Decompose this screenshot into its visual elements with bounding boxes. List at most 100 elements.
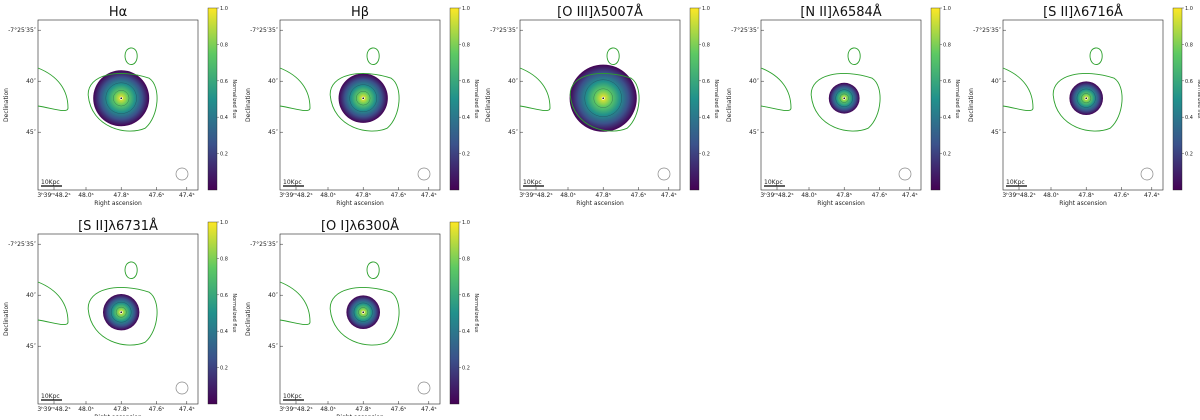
- colorbar-tick-label: 0.6: [220, 293, 228, 299]
- flux-contour: [353, 302, 373, 322]
- colorbar-label: Normalized flux: [231, 293, 237, 332]
- x-tick-label: 47.4ˢ: [421, 406, 437, 413]
- map-panel: [O I]λ6300Å 10Kpc 3ʰ39ᵐ48.2ˢ 48.0ˢ 47.8ˢ 47.6…: [245, 218, 479, 420]
- y-axis-label: Declination: [726, 88, 733, 122]
- x-tick-label: 47.4ˢ: [1144, 192, 1160, 199]
- map-panel: [S II]λ6716Å 10Kpc 3ʰ39ᵐ48.2ˢ 48.0ˢ 47.8ˢ 47.…: [968, 4, 1200, 207]
- beam-circle: [1140, 167, 1154, 181]
- colorbar-label: Normalized flux: [1196, 79, 1200, 118]
- flux-contour: [115, 306, 127, 318]
- x-tick-label: 47.4ˢ: [179, 406, 195, 413]
- y-tick-label: 40″: [26, 292, 37, 299]
- colorbar-tick-label: 0.4: [462, 115, 470, 121]
- map-panel: [O III]λ5007Å 10Kpc 3ʰ39ᵐ48.2ˢ 48.0ˢ 47.8ˢ 47…: [485, 4, 719, 207]
- y-tick-label: -7°25′35″: [8, 27, 37, 34]
- flux-contour: [593, 88, 613, 108]
- flux-contour: [1081, 93, 1092, 104]
- x-tick-label: 47.6ˢ: [631, 192, 647, 199]
- x-tick-label: 48.0ˢ: [320, 192, 336, 199]
- edge-contour: [279, 281, 311, 325]
- colorbar-tick-label: 0.6: [220, 79, 228, 85]
- colorbar-tick-label: 1.0: [702, 6, 710, 12]
- companion-contour: [124, 47, 138, 65]
- map-panel: [N II]λ6584Å 10Kpc 3ʰ39ᵐ48.2ˢ 48.0ˢ 47.8ˢ 47.…: [726, 4, 960, 207]
- y-tick-label: -7°25′35″: [250, 27, 279, 34]
- x-tick-label: 47.8ˢ: [1078, 192, 1094, 199]
- scale-bar-label: 10Kpc: [523, 179, 542, 186]
- peak-marker-dot: [120, 311, 122, 314]
- flux-contour: [113, 90, 130, 107]
- y-tick-label: -7°25′35″: [973, 27, 1002, 34]
- x-tick-label: 47.6ˢ: [872, 192, 888, 199]
- colorbar-tick-label: 0.6: [702, 79, 710, 85]
- colorbar-tick-label: 1.0: [462, 6, 470, 12]
- colorbar-tick-label: 0.2: [943, 152, 951, 158]
- panel-title: [N II]λ6584Å: [800, 4, 881, 20]
- colorbar-tick-label: 0.4: [702, 115, 710, 121]
- colorbar: [207, 221, 218, 405]
- colorbar-tick-label: 0.8: [702, 42, 710, 48]
- x-axis-label: Right ascension: [817, 200, 865, 207]
- beam-circle: [898, 167, 912, 181]
- galaxy-contour: [329, 73, 400, 132]
- colorbar-tick-label: 0.6: [462, 293, 470, 299]
- edge-contour: [37, 281, 69, 325]
- panel-title: [O I]λ6300Å: [321, 218, 399, 234]
- x-tick-label: 47.6ˢ: [1114, 192, 1130, 199]
- colorbar-tick-label: 0.8: [220, 42, 228, 48]
- peak-marker-dot: [362, 311, 365, 314]
- x-tick-label: 3ʰ39ᵐ48.2ˢ: [37, 192, 70, 199]
- colorbar: [449, 7, 460, 191]
- x-tick-label: 47.8ˢ: [355, 406, 371, 413]
- y-tick-label: -7°25′35″: [731, 27, 760, 34]
- beam-circle: [657, 167, 671, 181]
- y-axis-label: Declination: [485, 88, 492, 122]
- edge-contour: [37, 67, 69, 111]
- y-tick-label: 40″: [749, 78, 760, 85]
- scale-bar-label: 10Kpc: [41, 179, 60, 186]
- x-tick-label: 3ʰ39ᵐ48.2ˢ: [1002, 192, 1035, 199]
- colorbar: [689, 7, 700, 191]
- panel-title: [S II]λ6716Å: [1043, 4, 1123, 20]
- y-tick-label: 45″: [508, 129, 519, 136]
- colorbar-tick-label: 1.0: [220, 220, 228, 226]
- colorbar-tick-label: 0.8: [462, 256, 470, 262]
- colorbar-tick-label: 0.8: [220, 256, 228, 262]
- map-panel: Hα 10Kpc 3ʰ39ᵐ48.2ˢ 48.0ˢ 47.8ˢ 47.6ˢ 47.4ˢ Rig…: [3, 5, 237, 207]
- panel-title: Hβ: [351, 5, 369, 20]
- x-tick-label: 47.4ˢ: [661, 192, 677, 199]
- y-tick-label: 45″: [268, 129, 279, 136]
- y-axis-label: Declination: [3, 88, 10, 122]
- colorbar-tick-label: 0.2: [702, 152, 710, 158]
- x-axis-label: Right ascension: [1059, 200, 1107, 207]
- colorbar-tick-label: 0.4: [1185, 115, 1193, 121]
- y-axis-label: Declination: [968, 88, 975, 122]
- x-tick-label: 47.8ˢ: [113, 192, 129, 199]
- colorbar-label: Normalized flux: [473, 79, 479, 118]
- y-axis-label: Declination: [245, 88, 252, 122]
- x-tick-label: 47.8ˢ: [836, 192, 852, 199]
- colorbar-tick-label: 0.4: [943, 115, 951, 121]
- x-tick-label: 47.6ˢ: [149, 192, 165, 199]
- x-tick-label: 47.6ˢ: [391, 192, 407, 199]
- y-tick-label: -7°25′35″: [250, 241, 279, 248]
- map-panel: [S II]λ6731Å 10Kpc 3ʰ39ᵐ48.2ˢ 48.0ˢ 47.8ˢ 47.…: [3, 218, 237, 420]
- x-tick-label: 3ʰ39ᵐ48.2ˢ: [37, 406, 70, 413]
- scale-bar-label: 10Kpc: [1006, 179, 1025, 186]
- peak-marker-dot: [120, 97, 122, 99]
- y-tick-label: 45″: [26, 343, 37, 350]
- colorbar-tick-label: 0.6: [1185, 79, 1193, 85]
- edge-contour: [1002, 67, 1034, 111]
- x-tick-label: 47.8ˢ: [595, 192, 611, 199]
- companion-contour: [124, 261, 138, 279]
- colorbar-tick-label: 0.4: [220, 115, 228, 121]
- y-tick-label: 40″: [508, 78, 519, 85]
- y-tick-label: 40″: [268, 78, 279, 85]
- colorbar-tick-label: 1.0: [462, 220, 470, 226]
- panel-title: [O III]λ5007Å: [557, 4, 643, 20]
- colorbar-tick-label: 0.2: [462, 366, 470, 372]
- x-tick-label: 3ʰ39ᵐ48.2ˢ: [279, 192, 312, 199]
- y-tick-label: -7°25′35″: [490, 27, 519, 34]
- x-axis-label: Right ascension: [576, 200, 624, 207]
